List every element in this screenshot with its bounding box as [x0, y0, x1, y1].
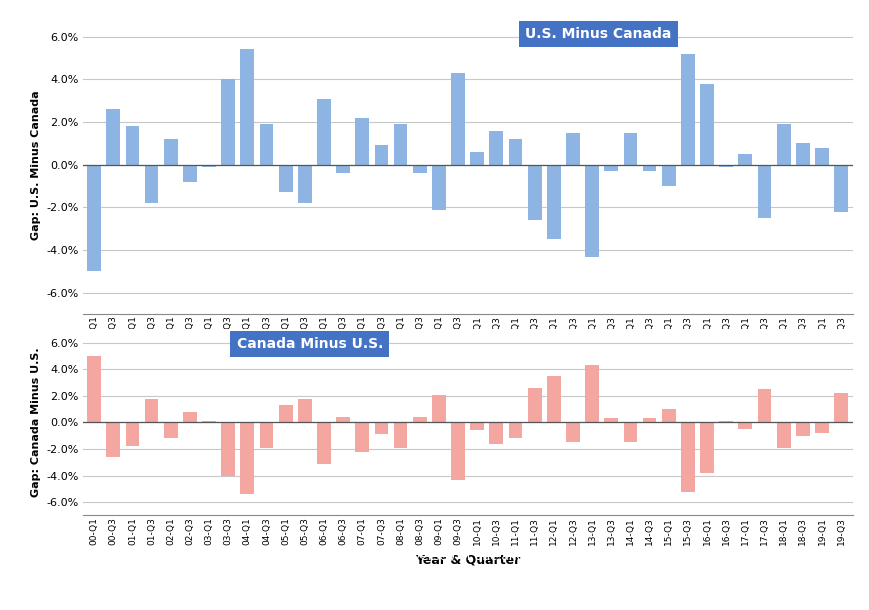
Bar	[125, 126, 139, 165]
Bar	[776, 124, 790, 165]
Bar	[394, 422, 407, 448]
Bar	[221, 422, 235, 476]
Bar	[604, 418, 618, 422]
Text: Canada Minus U.S.: Canada Minus U.S.	[236, 337, 382, 351]
Bar	[489, 131, 502, 165]
Bar	[297, 398, 311, 422]
Bar	[375, 146, 388, 165]
Bar	[182, 165, 196, 182]
Bar	[375, 422, 388, 434]
Bar	[202, 421, 216, 422]
Bar	[451, 422, 464, 479]
X-axis label: Year & Quarter: Year & Quarter	[415, 553, 520, 566]
Bar	[413, 165, 426, 173]
Bar	[144, 165, 158, 203]
Bar	[335, 165, 349, 173]
Bar	[125, 422, 139, 447]
Bar	[738, 422, 752, 429]
Text: U.S. Minus Canada: U.S. Minus Canada	[525, 27, 671, 41]
Bar	[795, 143, 809, 165]
Bar	[240, 422, 254, 494]
Bar	[470, 152, 483, 165]
Bar	[814, 422, 828, 433]
Bar	[87, 165, 101, 271]
Y-axis label: Gap: U.S. Minus Canada: Gap: U.S. Minus Canada	[30, 90, 41, 240]
Bar	[719, 165, 733, 167]
Bar	[413, 417, 426, 422]
Bar	[432, 395, 445, 422]
Bar	[106, 422, 120, 457]
Bar	[451, 73, 464, 165]
Y-axis label: Gap: Canada Minus U.S.: Gap: Canada Minus U.S.	[30, 348, 41, 497]
Bar	[221, 79, 235, 165]
Bar	[240, 49, 254, 165]
Bar	[623, 133, 637, 165]
Bar	[585, 365, 599, 422]
Bar	[202, 165, 216, 167]
Bar	[833, 393, 847, 422]
Bar	[316, 99, 330, 165]
Bar	[642, 418, 656, 422]
Bar	[547, 165, 560, 240]
Bar	[527, 388, 541, 422]
Bar	[508, 422, 521, 439]
Bar	[566, 133, 580, 165]
Bar	[259, 124, 273, 165]
Bar	[757, 165, 771, 218]
Bar	[719, 421, 733, 422]
Bar	[432, 165, 445, 210]
Bar	[163, 422, 177, 439]
Bar	[259, 422, 273, 448]
Bar	[814, 148, 828, 165]
Bar	[182, 412, 196, 422]
Bar	[297, 165, 311, 203]
Bar	[355, 118, 368, 165]
Bar	[833, 165, 847, 212]
Bar	[489, 422, 502, 443]
Bar	[604, 165, 618, 171]
Bar	[680, 54, 694, 165]
Bar	[700, 84, 713, 165]
Bar	[738, 154, 752, 165]
Bar	[335, 417, 349, 422]
Bar	[527, 165, 541, 220]
Text: The graphs are mirror images (i.e., the 'inverse') of one another. Q/Q GDP growt: The graphs are mirror images (i.e., the …	[157, 550, 760, 584]
Bar	[316, 422, 330, 464]
Bar	[163, 139, 177, 165]
Bar	[394, 124, 407, 165]
Bar	[355, 422, 368, 451]
Bar	[547, 376, 560, 422]
Bar	[566, 422, 580, 442]
Bar	[508, 139, 521, 165]
Bar	[661, 165, 675, 186]
Bar	[278, 165, 292, 193]
Bar	[776, 422, 790, 448]
Bar	[585, 165, 599, 257]
Bar	[106, 109, 120, 165]
Bar	[470, 422, 483, 431]
Bar	[623, 422, 637, 442]
Bar	[642, 165, 656, 171]
Bar	[661, 409, 675, 422]
Bar	[87, 356, 101, 422]
Bar	[278, 405, 292, 422]
Bar	[680, 422, 694, 492]
Bar	[795, 422, 809, 436]
Bar	[700, 422, 713, 473]
Bar	[144, 398, 158, 422]
Bar	[757, 389, 771, 422]
